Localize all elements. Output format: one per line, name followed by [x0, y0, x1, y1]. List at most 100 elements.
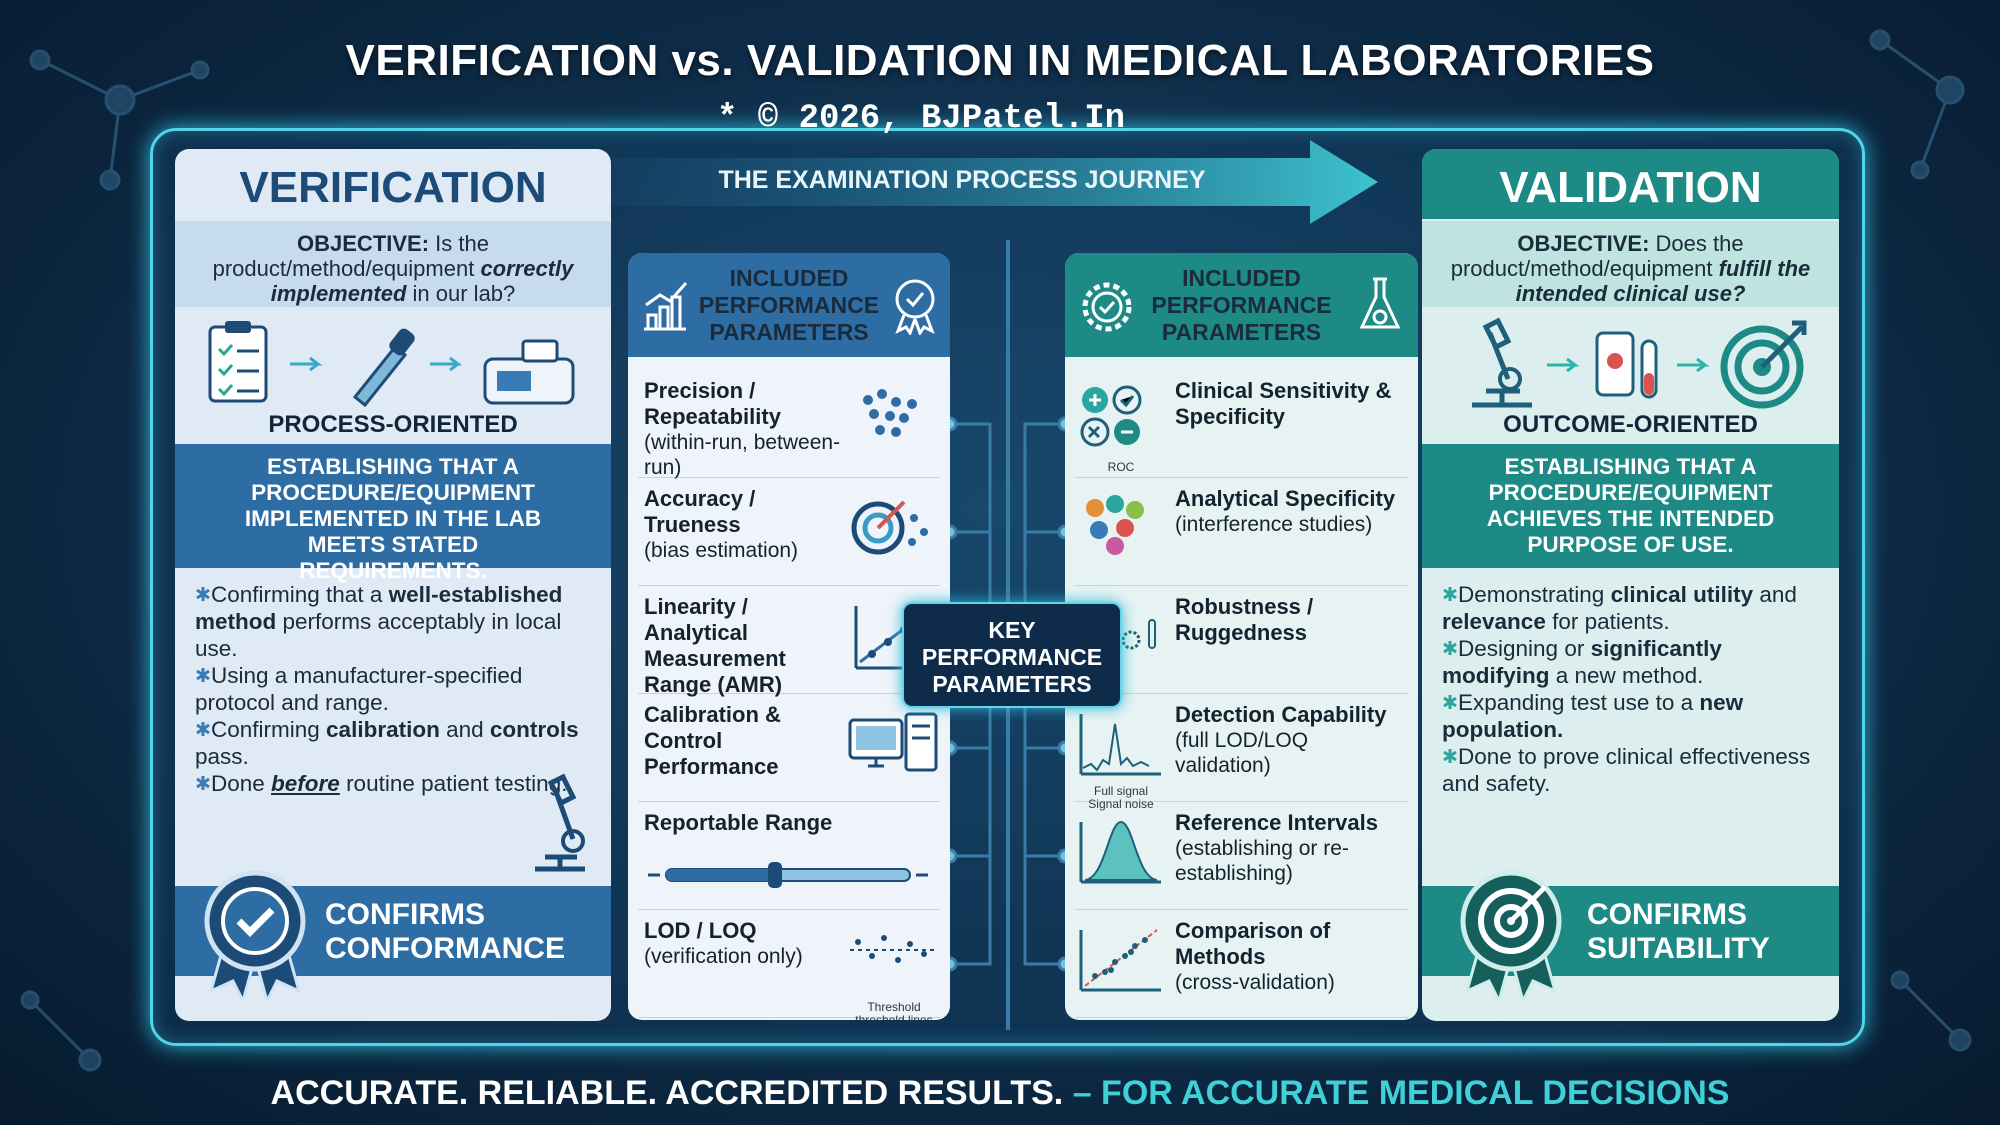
- text-segment: for patients.: [1545, 609, 1670, 634]
- icon: [1080, 385, 1142, 447]
- bullet: Done to prove clinical effectiveness and…: [1442, 743, 1822, 797]
- seal-icon: [204, 870, 306, 1001]
- chart-icon: [644, 282, 688, 331]
- bullet: Done before routine patient testing.: [195, 770, 600, 797]
- parameter-icon: ROC: [1075, 380, 1167, 474]
- text-segment: and: [1753, 582, 1797, 607]
- text-segment: Expanding test use to a: [1458, 690, 1700, 715]
- parameter-text: Robustness / Ruggedness: [1175, 594, 1400, 646]
- parameter-name: Clinical Sensitivity & Specificity: [1175, 378, 1392, 429]
- bullet: Confirming calibration and controls pass…: [195, 716, 600, 770]
- parameter-note: (verification only): [644, 945, 803, 968]
- icon: [1079, 714, 1161, 776]
- parameter-text: Precision / Repeatability (within-run, be…: [644, 378, 844, 480]
- microscope-icon: [535, 773, 585, 872]
- parameter-name: Precision / Repeatability: [644, 378, 781, 429]
- verification-parameters: INCLUDED PERFORMANCE PARAMETERS Precisio…: [628, 253, 950, 1020]
- parameter-row: Reportable Range: [638, 802, 940, 910]
- orientation: PROCESS-ORIENTED: [268, 411, 518, 438]
- bullet-marker: [1443, 641, 1457, 655]
- icon: [851, 500, 928, 555]
- parameter-note: (interference studies): [1175, 513, 1373, 536]
- footer: ACCURATE. RELIABLE. ACCREDITED RESULTS. …: [0, 1074, 2000, 1113]
- copyright: * © 2026, BJPatel.In: [716, 100, 1126, 138]
- target-seal-icon: [1460, 870, 1562, 1001]
- range-slider: [648, 860, 928, 890]
- bullet: Designing or significantly modifying a n…: [1442, 635, 1822, 689]
- parameter-name: Reference Intervals: [1175, 810, 1378, 835]
- parameters-heading: INCLUDED PERFORMANCE PARAMETERS: [1151, 265, 1332, 345]
- text-segment: significantly modifying: [1442, 636, 1722, 688]
- parameter-row: Detection Capability (full LOD/LOQ valida…: [1075, 694, 1408, 811]
- text-segment: in our lab?: [406, 281, 516, 306]
- text-segment: relevance: [1442, 609, 1546, 634]
- parameter-icon: Full signal Signal noise: [1075, 704, 1167, 811]
- definition: ESTABLISHING THAT A PROCEDURE/EQUIPMENT …: [175, 444, 611, 583]
- icon: [1079, 929, 1161, 992]
- center-label: KEY PERFORMANCE PARAMETERS: [902, 602, 1122, 708]
- parameter-text: Accuracy / Trueness (bias estimation): [644, 486, 844, 563]
- parameter-name: Detection Capability: [1175, 702, 1387, 727]
- parameter-name: Calibration & Control Performance: [644, 702, 781, 779]
- icon: [1086, 495, 1144, 555]
- bullet: Confirming that a well-established metho…: [195, 581, 600, 662]
- bullet-marker: [196, 587, 210, 601]
- parameter-text: Detection Capability (full LOD/LOQ valida…: [1175, 702, 1400, 778]
- icon: [848, 712, 938, 772]
- validation-parameters: INCLUDED PERFORMANCE PARAMETERS Clinical…: [1065, 253, 1418, 1020]
- validation-panel: VALIDATION OBJECTIVE: Does the product/m…: [1422, 149, 1839, 1021]
- text-segment: Demonstrating: [1458, 582, 1611, 607]
- parameter-text: LOD / LOQ (verification only): [644, 918, 844, 969]
- bullet: Using a manufacturer-specified protocol …: [195, 662, 600, 716]
- bullet: Demonstrating clinical utility and relev…: [1442, 581, 1822, 635]
- text-segment: Confirming that a: [211, 582, 389, 607]
- parameter-icon: [1075, 812, 1167, 893]
- bullet-marker: [196, 722, 210, 736]
- icon: [863, 389, 917, 437]
- parameter-row: Precision / Repeatability (within-run, be…: [638, 370, 940, 480]
- parameter-text: Comparison of Methods (cross-validation): [1175, 918, 1400, 995]
- parameter-icon: [1075, 488, 1167, 569]
- parameter-text: Linearity / Analytical Measurement Range…: [644, 594, 844, 698]
- text-segment: Confirming: [211, 717, 327, 742]
- icon: [850, 935, 936, 963]
- parameters-heading: INCLUDED PERFORMANCE PARAMETERS: [698, 265, 880, 345]
- text-segment: Designing or: [1458, 636, 1591, 661]
- orientation: OUTCOME-ORIENTED: [1503, 411, 1758, 438]
- badge-icon: [895, 279, 935, 335]
- objective: OBJECTIVE: Does the product/method/equip…: [1422, 221, 1839, 307]
- bullet-marker: [196, 776, 210, 790]
- parameter-row: Robustness / Ruggedness: [1075, 586, 1408, 694]
- journey-arrow: [612, 140, 1378, 224]
- parameter-row: Calibration & Control Performance: [638, 694, 940, 802]
- parameter-name: Linearity / Analytical Measurement Range…: [644, 594, 786, 697]
- text-segment: Does the product/method/equipment: [1450, 231, 1744, 281]
- page-title: VERIFICATION vs. VALIDATION IN MEDICAL L…: [345, 36, 1655, 85]
- icon: [1079, 820, 1161, 884]
- objective: OBJECTIVE: Is the product/method/equipme…: [175, 221, 611, 307]
- parameter-row: Reference Intervals (establishing or re-e…: [1075, 802, 1408, 910]
- text-segment: before: [271, 771, 340, 796]
- icon-label: Full signal: [1093, 784, 1149, 798]
- gear-icon: [1082, 282, 1132, 332]
- parameter-icon: [1075, 920, 1167, 1001]
- icon-label: Signal noise: [1088, 797, 1154, 811]
- parameters-header: [628, 253, 950, 357]
- title-band: [1422, 149, 1839, 219]
- icon-label: Threshold: [867, 1000, 921, 1014]
- text-segment: Done to prove clinical effectiveness and…: [1442, 744, 1811, 796]
- parameter-name: Accuracy / Trueness: [644, 486, 756, 537]
- parameter-icon: [848, 704, 940, 785]
- text-segment: Using a manufacturer-specified protocol …: [195, 663, 523, 715]
- text-segment: new population.: [1442, 690, 1744, 742]
- parameter-row: Comparison of Methods (cross-validation): [1075, 910, 1408, 1018]
- text-segment: and: [439, 717, 490, 742]
- parameter-row: Linearity / Analytical Measurement Range…: [638, 586, 940, 697]
- parameter-row: LOD / LOQ (verification only) Threshold thr…: [638, 910, 940, 1020]
- text-segment: Is the product/method/equipment: [212, 231, 489, 281]
- bullet-marker: [1443, 587, 1457, 601]
- parameter-name: Comparison of Methods: [1175, 918, 1331, 969]
